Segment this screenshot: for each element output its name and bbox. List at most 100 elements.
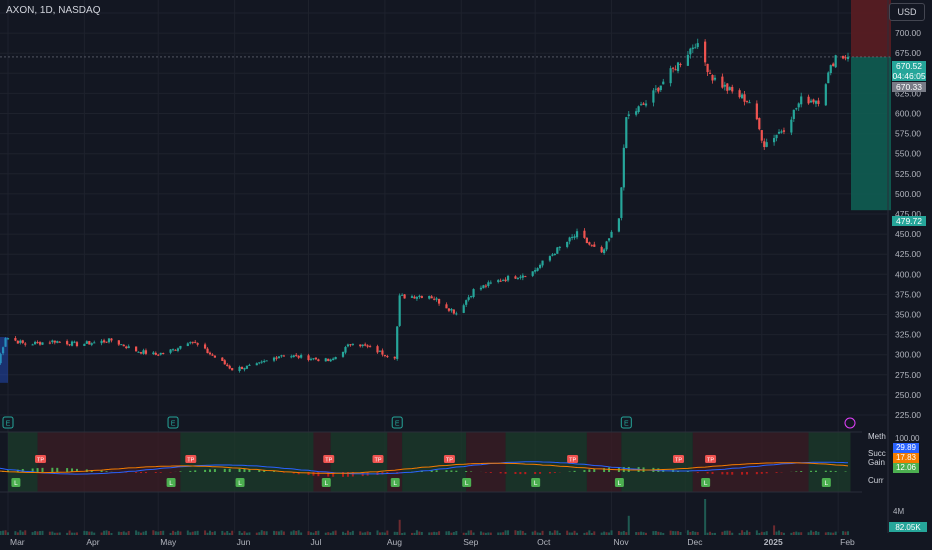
volume-bar	[90, 531, 93, 535]
candle-body	[605, 241, 608, 250]
candle-body	[134, 346, 138, 352]
candle-body	[260, 361, 263, 363]
indicator-bar	[159, 472, 162, 473]
candle-body	[245, 365, 249, 369]
volume-bar	[583, 532, 586, 535]
candle-body	[159, 352, 162, 355]
volume-bar	[659, 532, 662, 535]
volume-bar	[519, 530, 522, 535]
overlays	[0, 0, 889, 533]
volume-bar	[462, 532, 465, 535]
volume-bar	[159, 530, 162, 535]
candle-body	[211, 354, 214, 356]
volume-bar	[144, 530, 147, 535]
candle-body	[174, 349, 177, 351]
volume-bar	[608, 532, 611, 535]
candle-body	[122, 344, 125, 347]
candle-body	[16, 340, 19, 344]
volume-bar	[499, 532, 502, 535]
volume-bar	[507, 530, 510, 535]
volume-bar	[31, 532, 34, 535]
indicator-label-current: Curr	[868, 476, 884, 485]
candle-body	[713, 77, 717, 80]
volume-bar	[401, 532, 404, 535]
candle-body	[558, 246, 561, 248]
volume-bar	[211, 532, 214, 535]
position-target-zone	[851, 0, 891, 57]
long-signal-marker	[321, 478, 331, 487]
candle-body	[179, 345, 182, 349]
indicator-zone	[37, 432, 181, 492]
volume-bar	[369, 532, 372, 535]
candle-body	[728, 87, 731, 91]
volume-bar	[669, 530, 672, 535]
volume-bar	[536, 532, 539, 535]
indicator-bar	[144, 472, 147, 474]
volume-bar	[231, 530, 234, 535]
earnings-marker	[391, 416, 403, 429]
volume-bar	[117, 531, 120, 535]
long-position-box[interactable]	[0, 0, 891, 211]
volume-bar	[541, 530, 544, 535]
take-profit-letter: TP	[187, 458, 194, 464]
volume-bar	[24, 530, 27, 535]
volume-bar	[359, 531, 362, 535]
volume-bar	[351, 530, 354, 535]
symbol-title[interactable]: AXON, 1D, NASDAQ	[6, 5, 101, 16]
candle-body	[553, 254, 556, 256]
take-profit-letter: TP	[446, 458, 453, 464]
indicator-label-success: Succ	[868, 449, 886, 458]
volume-bar	[292, 530, 295, 535]
indicator-bar	[292, 472, 295, 474]
volume-bar	[189, 532, 192, 535]
volume-bar	[812, 531, 815, 535]
candle-body	[351, 343, 354, 345]
candle-body	[376, 346, 379, 353]
price-tick-label: 600.00	[895, 109, 921, 119]
candle-body	[53, 340, 56, 343]
indicator-bar	[263, 470, 266, 472]
candle-body	[600, 247, 603, 253]
time-tick-label: Jul	[311, 537, 322, 547]
take-profit-marker	[705, 455, 717, 463]
volume-bar	[48, 531, 51, 535]
indicator-bar	[346, 472, 349, 477]
candle-body	[83, 343, 86, 347]
price-tick-label: 450.00	[895, 229, 921, 239]
time-axis[interactable]: Mar Apr May Jun Jul Aug Sep Oct Nov Dec 2025 Feb	[10, 537, 855, 547]
volume-bar	[773, 525, 776, 535]
candle-body	[499, 280, 502, 282]
take-profit-letter: TP	[675, 458, 682, 464]
candle-body	[846, 56, 850, 60]
candle-body	[573, 236, 576, 238]
volume-bar	[620, 531, 623, 535]
indicator-bar	[499, 472, 502, 474]
candle-body	[450, 309, 453, 311]
take-profit-letter: TP	[707, 458, 714, 464]
indicator-bar	[731, 472, 734, 475]
volume-current-tag	[889, 522, 927, 532]
volume-bar	[760, 531, 763, 535]
indicator-bar	[755, 472, 758, 475]
volume-bar	[344, 532, 347, 535]
volume-bar	[415, 530, 418, 535]
volume-bar	[585, 532, 588, 535]
volume-bar	[447, 531, 450, 535]
indicator-zone	[313, 432, 331, 492]
indicator-bar	[553, 472, 556, 473]
volume-bar	[763, 532, 766, 535]
candle-body	[51, 340, 54, 343]
indicator-bar	[445, 470, 448, 472]
candle-body	[691, 47, 694, 50]
candle-body	[369, 346, 372, 348]
volume-bar	[309, 532, 312, 535]
candle-body	[704, 41, 707, 63]
candle-body	[809, 100, 813, 103]
volume-bar	[778, 530, 781, 535]
candle-body	[169, 349, 172, 353]
volume-bar	[576, 532, 579, 535]
take-profit-letter: TP	[569, 458, 576, 464]
volume-current-value: 82.05K	[895, 523, 921, 532]
currency-button[interactable]: USD	[889, 3, 925, 21]
